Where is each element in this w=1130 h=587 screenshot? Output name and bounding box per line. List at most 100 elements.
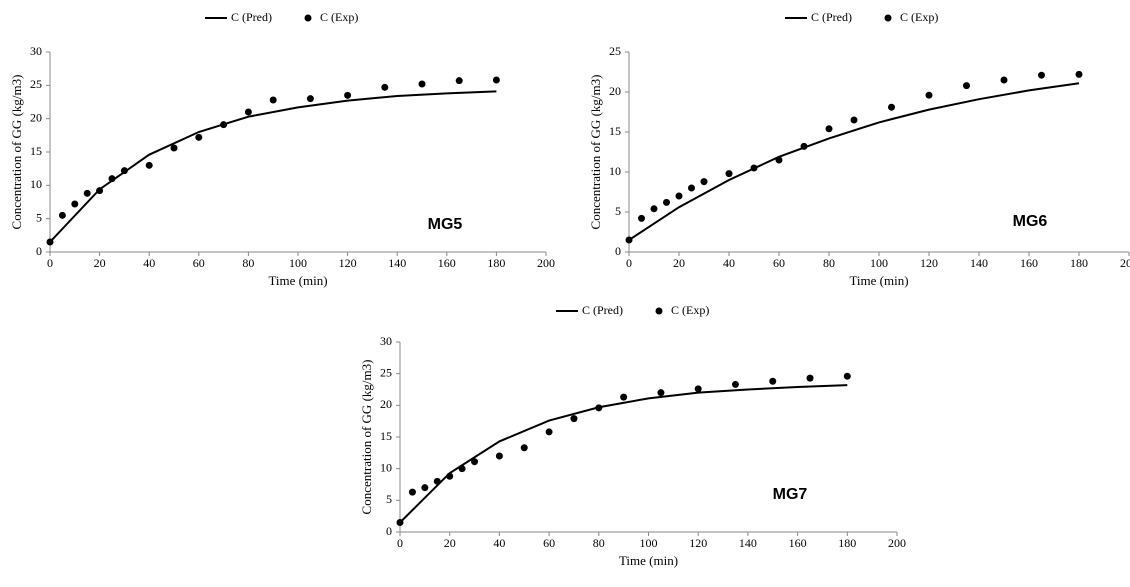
legend-label: C (Exp) xyxy=(900,10,938,24)
y-tick-label: 20 xyxy=(380,397,392,411)
legend-label: C (Pred) xyxy=(811,10,852,24)
pred-line xyxy=(399,384,848,524)
exp-point xyxy=(843,372,851,380)
exp-point xyxy=(625,236,633,244)
y-tick-label: 30 xyxy=(380,334,392,348)
exp-point xyxy=(1038,71,1045,79)
panel-label: MG7 xyxy=(773,486,808,503)
y-tick-label: 25 xyxy=(30,77,42,91)
y-tick-label: 20 xyxy=(609,84,621,98)
x-tick-label: 140 xyxy=(970,256,988,270)
x-tick-label: 180 xyxy=(838,536,856,550)
x-tick-label: 180 xyxy=(487,256,505,270)
x-tick-label: 0 xyxy=(626,256,632,270)
x-tick-label: 40 xyxy=(723,256,735,270)
exp-point xyxy=(433,477,441,485)
exp-point xyxy=(700,178,708,186)
exp-point xyxy=(925,91,933,99)
x-tick-label: 200 xyxy=(537,256,555,270)
y-tick-label: 20 xyxy=(30,110,42,124)
y-tick-label: 25 xyxy=(609,44,621,58)
exp-point xyxy=(963,82,970,90)
exp-point xyxy=(46,238,54,246)
exp-point xyxy=(381,83,389,91)
legend-label: C (Pred) xyxy=(231,10,272,24)
exp-point xyxy=(421,484,429,492)
exp-point xyxy=(675,192,683,200)
x-tick-label: 100 xyxy=(640,536,658,550)
y-tick-label: 0 xyxy=(36,244,42,258)
x-tick-label: 0 xyxy=(397,536,403,550)
x-axis-label: Time (min) xyxy=(619,553,678,568)
panel-label: MG5 xyxy=(428,216,463,233)
x-tick-label: 20 xyxy=(673,256,685,270)
x-tick-label: 160 xyxy=(438,256,456,270)
exp-point xyxy=(58,211,66,219)
exp-point xyxy=(495,452,503,460)
x-tick-label: 100 xyxy=(289,256,307,270)
exp-point xyxy=(170,144,178,152)
exp-point xyxy=(455,77,463,85)
exp-point xyxy=(694,385,702,393)
exp-point xyxy=(800,142,808,150)
exp-point xyxy=(725,170,733,178)
exp-point xyxy=(520,444,528,452)
legend-label: C (Exp) xyxy=(671,303,709,317)
exp-point xyxy=(750,164,758,172)
legend-marker xyxy=(884,14,892,22)
y-tick-label: 30 xyxy=(30,44,42,58)
exp-point xyxy=(108,175,116,183)
y-tick-label: 5 xyxy=(615,204,621,218)
exp-point xyxy=(620,393,628,401)
legend-marker xyxy=(304,14,312,22)
exp-point xyxy=(806,374,814,382)
exp-point xyxy=(657,389,665,397)
x-tick-label: 40 xyxy=(493,536,505,550)
exp-point xyxy=(731,380,739,388)
y-tick-label: 5 xyxy=(386,492,392,506)
x-tick-label: 120 xyxy=(339,256,357,270)
exp-point xyxy=(195,133,203,141)
exp-point xyxy=(650,205,658,213)
y-tick-label: 25 xyxy=(380,365,392,379)
exp-point xyxy=(83,189,91,197)
legend-label: C (Pred) xyxy=(582,303,623,317)
x-tick-label: 120 xyxy=(689,536,707,550)
x-tick-label: 200 xyxy=(1120,256,1130,270)
exp-point xyxy=(269,96,277,104)
exp-point xyxy=(595,404,603,412)
x-tick-label: 120 xyxy=(920,256,938,270)
y-axis-label: Concentration of GG (kg/m3) xyxy=(359,360,374,515)
exp-point xyxy=(769,377,777,385)
y-tick-label: 15 xyxy=(380,429,392,443)
exp-point xyxy=(850,116,858,124)
x-tick-label: 160 xyxy=(1020,256,1038,270)
legend-marker xyxy=(655,307,663,315)
exp-point xyxy=(446,472,454,480)
exp-point xyxy=(96,187,104,195)
exp-point xyxy=(458,465,466,473)
x-tick-label: 60 xyxy=(773,256,785,270)
exp-point xyxy=(688,184,695,192)
exp-point xyxy=(418,80,426,88)
exp-point xyxy=(775,156,783,164)
x-axis-label: Time (min) xyxy=(268,273,327,288)
x-tick-label: 80 xyxy=(823,256,835,270)
exp-point xyxy=(306,95,314,103)
exp-point xyxy=(1075,70,1083,78)
exp-point xyxy=(663,198,670,206)
exp-point xyxy=(145,161,153,169)
y-tick-label: 10 xyxy=(380,460,392,474)
exp-point xyxy=(888,103,895,111)
x-tick-label: 40 xyxy=(143,256,155,270)
pred-line xyxy=(628,82,1080,241)
exp-point xyxy=(120,167,128,175)
exp-point xyxy=(1000,76,1008,84)
x-tick-label: 60 xyxy=(193,256,205,270)
x-tick-label: 200 xyxy=(888,536,906,550)
y-axis-label: Concentration of GG (kg/m3) xyxy=(9,75,24,230)
y-tick-label: 0 xyxy=(615,244,621,258)
x-tick-label: 60 xyxy=(543,536,555,550)
x-tick-label: 140 xyxy=(388,256,406,270)
